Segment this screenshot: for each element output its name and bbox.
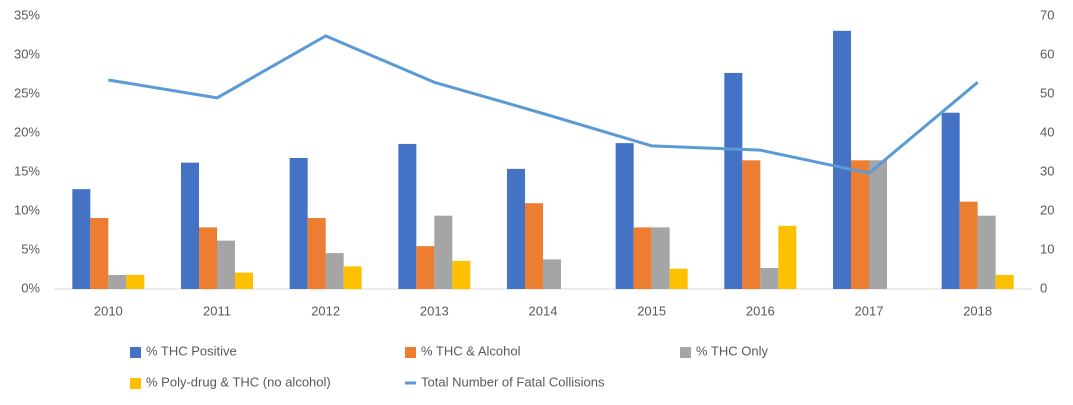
y2-tick-label: 70 bbox=[1040, 7, 1054, 22]
y-tick-label: 25% bbox=[14, 85, 40, 100]
bar bbox=[307, 218, 326, 289]
x-tick-label: 2015 bbox=[637, 303, 666, 318]
y2-tick-label: 50 bbox=[1040, 85, 1054, 100]
legend-label: % THC Positive bbox=[146, 343, 237, 358]
legend-label: % Poly-drug & THC (no alcohol) bbox=[146, 374, 331, 389]
bar bbox=[452, 260, 471, 289]
legend-swatch bbox=[680, 347, 691, 358]
bar bbox=[615, 143, 634, 289]
bar bbox=[633, 227, 652, 289]
legend-label: % THC & Alcohol bbox=[421, 343, 521, 358]
legend-swatch bbox=[405, 347, 416, 358]
bar bbox=[869, 160, 887, 289]
legend-label: Total Number of Fatal Collisions bbox=[421, 374, 605, 389]
y-tick-label: 15% bbox=[14, 163, 40, 178]
bar bbox=[416, 246, 435, 289]
bar bbox=[669, 268, 688, 289]
y2-tick-label: 60 bbox=[1040, 46, 1054, 61]
x-tick-label: 2017 bbox=[855, 303, 884, 318]
bar bbox=[941, 112, 960, 289]
bar bbox=[235, 272, 253, 289]
legend-swatch bbox=[130, 347, 141, 358]
y-tick-label: 30% bbox=[14, 46, 40, 61]
bar bbox=[778, 225, 797, 289]
x-tick-label: 2018 bbox=[963, 303, 992, 318]
y2-tick-label: 40 bbox=[1040, 124, 1054, 139]
bar bbox=[833, 30, 851, 289]
bar bbox=[742, 160, 761, 289]
bar bbox=[108, 274, 127, 289]
y2-tick-label: 20 bbox=[1040, 202, 1054, 217]
line bbox=[108, 34, 979, 175]
bar bbox=[434, 215, 453, 289]
bar bbox=[959, 201, 978, 289]
x-tick-label: 2014 bbox=[529, 303, 558, 318]
bar bbox=[525, 203, 543, 289]
y-tick-label: 5% bbox=[21, 241, 40, 256]
bar bbox=[398, 143, 417, 289]
y-tick-label: 10% bbox=[14, 202, 40, 217]
bar bbox=[199, 227, 217, 289]
legend-swatch bbox=[130, 378, 141, 389]
bar bbox=[90, 218, 109, 289]
x-tick-label: 2011 bbox=[203, 303, 231, 318]
bar bbox=[217, 240, 235, 289]
bar bbox=[543, 259, 561, 289]
x-tick-label: 2013 bbox=[420, 303, 449, 318]
bar bbox=[72, 189, 91, 289]
bar bbox=[325, 253, 344, 289]
y2-tick-label: 0 bbox=[1040, 280, 1047, 295]
bar bbox=[724, 72, 743, 289]
bar bbox=[126, 274, 145, 289]
y-tick-label: 20% bbox=[14, 124, 40, 139]
y-tick-label: 35% bbox=[14, 7, 40, 22]
bar bbox=[651, 227, 670, 289]
bar bbox=[977, 215, 996, 289]
bar bbox=[507, 168, 525, 289]
bar bbox=[289, 157, 308, 289]
bar bbox=[851, 160, 869, 289]
y2-tick-label: 30 bbox=[1040, 163, 1054, 178]
y2-tick-label: 10 bbox=[1040, 241, 1054, 256]
bar bbox=[995, 274, 1014, 289]
x-tick-label: 2016 bbox=[746, 303, 775, 318]
bar bbox=[760, 267, 779, 289]
legend-label: % THC Only bbox=[696, 343, 768, 358]
x-tick-label: 2010 bbox=[94, 303, 123, 318]
y-tick-label: 0% bbox=[21, 280, 40, 295]
bar bbox=[343, 266, 362, 289]
bar bbox=[181, 162, 199, 289]
x-tick-label: 2012 bbox=[311, 303, 340, 318]
